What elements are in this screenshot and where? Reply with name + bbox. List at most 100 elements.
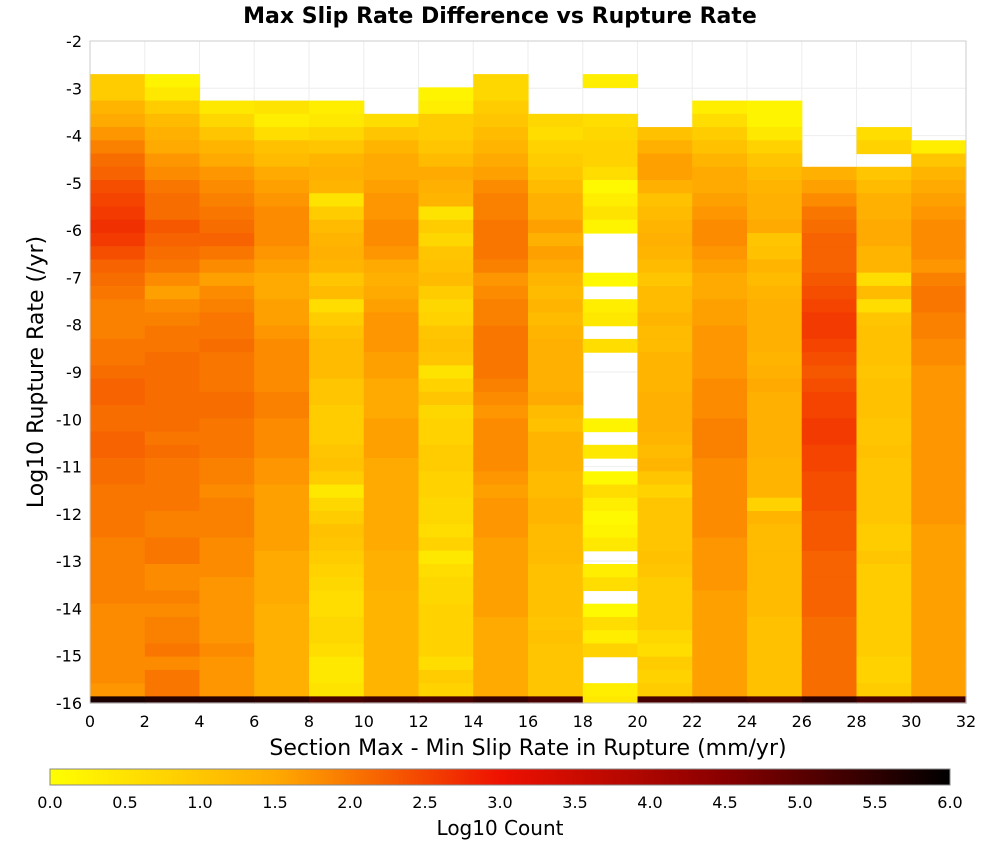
heatmap-cell [692, 232, 748, 247]
heatmap-cell [637, 643, 693, 658]
heatmap-cell [418, 577, 474, 592]
heatmap-cell [856, 338, 912, 353]
heatmap-cell [363, 603, 420, 618]
heatmap-cell [418, 246, 474, 261]
heatmap-cell [856, 418, 912, 433]
heatmap-cell [90, 325, 146, 340]
heatmap-cell [418, 140, 474, 155]
heatmap-cell [528, 166, 584, 181]
heatmap-cell [199, 511, 255, 525]
heatmap-cell [309, 325, 365, 340]
colorbar-tick-label: 4.0 [637, 793, 662, 812]
heatmap-cell [801, 325, 858, 340]
colorbar-title: Log10 Count [437, 816, 564, 840]
heatmap-cell [309, 511, 365, 525]
heatmap-cell [254, 444, 310, 459]
heatmap-cell [144, 511, 201, 525]
heatmap-cell [856, 603, 912, 618]
heatmap-cell [254, 153, 310, 168]
heatmap-cell [747, 352, 803, 366]
heatmap-cell [856, 511, 912, 525]
heatmap-cell [309, 153, 365, 168]
heatmap-cell [254, 352, 310, 366]
heatmap-cell [637, 140, 693, 155]
heatmap-cell [199, 616, 255, 631]
x-tick-label: 18 [573, 712, 593, 731]
heatmap-cell [473, 338, 529, 353]
heatmap-cell [418, 259, 474, 274]
heatmap-cell [199, 497, 255, 512]
x-tick-label: 10 [354, 712, 374, 731]
heatmap-cell [418, 683, 474, 697]
heatmap-cell [747, 285, 803, 300]
heatmap-cell [911, 193, 967, 208]
heatmap-cell [144, 206, 201, 221]
heatmap-cell [801, 484, 858, 499]
y-axis-title: Log10 Rupture Rate (/yr) [24, 236, 49, 508]
heatmap-cell [473, 405, 529, 419]
heatmap-cell [144, 484, 201, 499]
heatmap-cell [199, 378, 255, 393]
heatmap-cell [254, 418, 310, 433]
heatmap-cell [144, 537, 201, 552]
heatmap-cell [363, 312, 420, 327]
heatmap-cell [582, 563, 639, 578]
y-axis-ticks: -2 -3 -4 -5 -6 -7 -8 -9 -10 -11 -12 -13 -14 -15 -16 [56, 32, 82, 713]
heatmap-cell [363, 325, 420, 340]
heatmap-cell [199, 630, 255, 645]
heatmap-cell [144, 431, 201, 446]
heatmap-cell [199, 140, 255, 155]
heatmap-cell [747, 656, 803, 671]
heatmap-cell [911, 180, 967, 194]
heatmap-cell [692, 471, 748, 486]
heatmap-cell [856, 246, 912, 261]
heatmap-cell [528, 352, 584, 366]
heatmap-cell [418, 272, 474, 287]
heatmap-cell [582, 630, 639, 645]
heatmap-cell [747, 113, 803, 128]
x-tick-label: 22 [682, 712, 702, 731]
heatmap-cell [363, 471, 420, 486]
heatmap-cell [856, 312, 912, 327]
heatmap-cell [528, 458, 584, 472]
heatmap-cell [254, 577, 310, 592]
heatmap-cell [199, 246, 255, 261]
colorbar-tick-label: 1.0 [187, 793, 212, 812]
heatmap-cell [856, 444, 912, 459]
heatmap-cell [582, 193, 639, 208]
heatmap-cell [856, 696, 912, 704]
heatmap-cell [90, 511, 146, 525]
heatmap-cell [90, 219, 146, 234]
heatmap-cell [528, 219, 584, 234]
heatmap-cell [199, 577, 255, 592]
heatmap-cell [90, 206, 146, 221]
heatmap-cell [911, 511, 967, 525]
heatmap-cell [254, 259, 310, 274]
heatmap-cell [309, 444, 365, 459]
colorbar-tick-label: 0.5 [112, 793, 137, 812]
heatmap-cell [473, 537, 529, 552]
heatmap-cell [90, 365, 146, 380]
heatmap-cell [309, 630, 365, 645]
heatmap-cell [582, 511, 639, 525]
heatmap-cell [90, 497, 146, 512]
heatmap-cell [747, 338, 803, 353]
heatmap-cell [637, 325, 693, 340]
heatmap-cell [90, 299, 146, 314]
heatmap-cell [473, 74, 529, 88]
heatmap-cell [254, 193, 310, 208]
heatmap-cell [692, 391, 748, 406]
heatmap-cell [90, 471, 146, 486]
heatmap-cell [199, 338, 255, 353]
y-tick-label: -4 [66, 127, 82, 146]
heatmap-cell [528, 550, 584, 565]
heatmap-cell [801, 497, 858, 512]
heatmap-cell [911, 696, 967, 704]
heatmap-cell [144, 524, 201, 539]
heatmap-cell [528, 603, 584, 618]
heatmap-cell [254, 180, 310, 194]
heatmap-cell [801, 272, 858, 287]
heatmap-cell [363, 458, 420, 472]
heatmap-cell [418, 431, 474, 446]
plot-frame [89, 40, 967, 704]
